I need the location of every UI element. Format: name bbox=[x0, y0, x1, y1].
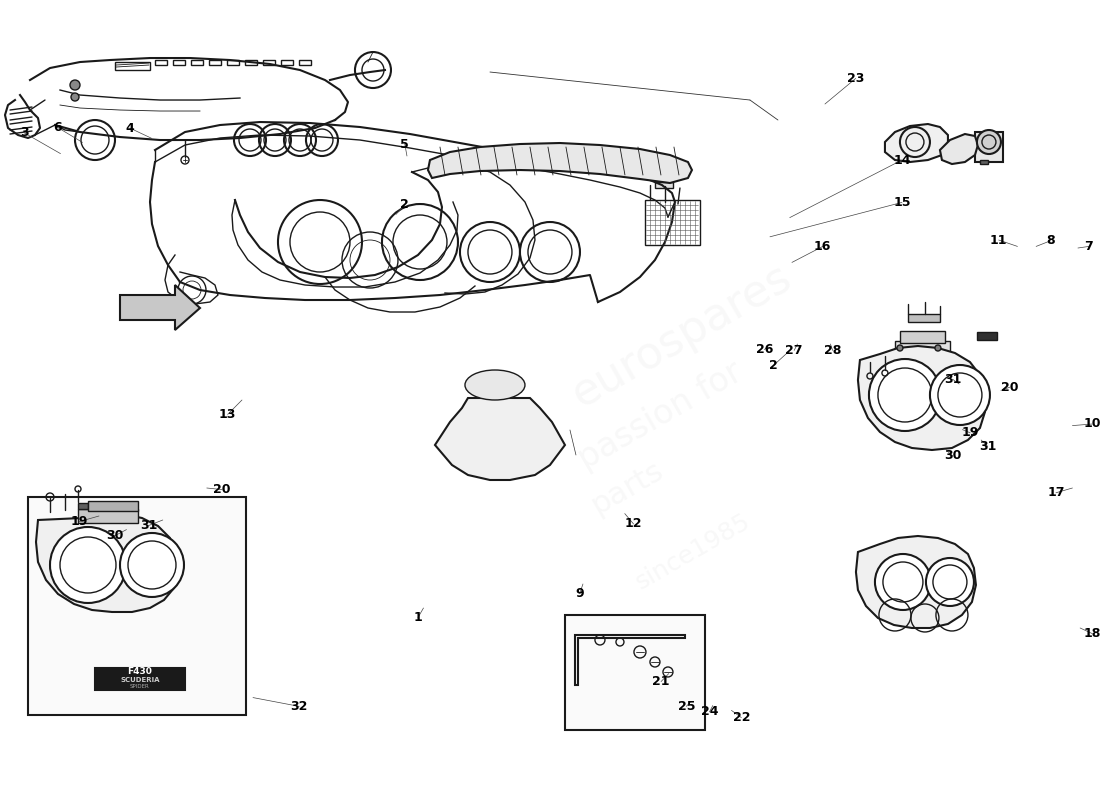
Polygon shape bbox=[884, 124, 948, 162]
Text: 24: 24 bbox=[701, 706, 718, 718]
Text: 20: 20 bbox=[213, 483, 231, 496]
Circle shape bbox=[70, 80, 80, 90]
Polygon shape bbox=[36, 514, 178, 612]
Text: 11: 11 bbox=[990, 234, 1008, 246]
Bar bbox=[173, 60, 185, 65]
Bar bbox=[209, 60, 221, 65]
Text: parts: parts bbox=[585, 456, 669, 520]
Bar bbox=[191, 60, 204, 65]
Bar bbox=[565, 615, 705, 730]
Bar bbox=[890, 360, 939, 370]
Text: 1: 1 bbox=[414, 611, 422, 624]
Polygon shape bbox=[939, 134, 978, 164]
Bar bbox=[465, 429, 535, 436]
Bar bbox=[116, 62, 150, 70]
Text: since1985: since1985 bbox=[631, 510, 755, 594]
Polygon shape bbox=[428, 143, 692, 183]
Text: 19: 19 bbox=[961, 426, 979, 439]
Bar bbox=[227, 60, 239, 65]
Bar bbox=[78, 509, 138, 523]
Circle shape bbox=[896, 345, 903, 351]
Text: 7: 7 bbox=[1085, 240, 1093, 253]
Text: eurospares: eurospares bbox=[564, 256, 800, 416]
Bar bbox=[975, 132, 1003, 162]
Text: 6: 6 bbox=[53, 121, 62, 134]
Text: 8: 8 bbox=[1046, 234, 1055, 247]
Text: 4: 4 bbox=[125, 122, 134, 134]
Text: 20: 20 bbox=[1001, 381, 1019, 394]
Text: 17: 17 bbox=[1047, 486, 1065, 499]
Text: 30: 30 bbox=[944, 450, 961, 462]
Text: 22: 22 bbox=[733, 711, 750, 724]
Text: F430: F430 bbox=[128, 667, 153, 677]
Text: SPIDER: SPIDER bbox=[130, 685, 150, 690]
Bar bbox=[895, 341, 950, 355]
Circle shape bbox=[874, 554, 931, 610]
Bar bbox=[900, 331, 945, 343]
Circle shape bbox=[926, 558, 974, 606]
Bar bbox=[465, 405, 535, 412]
Text: 31: 31 bbox=[140, 519, 157, 532]
Circle shape bbox=[120, 533, 184, 597]
Bar bbox=[908, 314, 939, 322]
Bar bbox=[299, 60, 311, 65]
Text: 31: 31 bbox=[979, 440, 997, 453]
Text: 10: 10 bbox=[1084, 418, 1100, 430]
Circle shape bbox=[72, 93, 79, 101]
Circle shape bbox=[930, 365, 990, 425]
Text: 31: 31 bbox=[944, 373, 961, 386]
Bar bbox=[465, 417, 535, 424]
Bar bbox=[155, 60, 167, 65]
Polygon shape bbox=[120, 285, 200, 330]
Bar bbox=[465, 441, 535, 448]
Text: 21: 21 bbox=[652, 675, 670, 688]
Polygon shape bbox=[858, 346, 984, 450]
Text: 23: 23 bbox=[847, 72, 865, 85]
Circle shape bbox=[869, 359, 940, 431]
Circle shape bbox=[977, 130, 1001, 154]
Text: 27: 27 bbox=[785, 344, 803, 357]
Text: 25: 25 bbox=[678, 700, 695, 713]
Bar bbox=[88, 501, 138, 511]
Text: 26: 26 bbox=[756, 343, 773, 356]
Text: 9: 9 bbox=[575, 587, 584, 600]
Text: 2: 2 bbox=[769, 359, 778, 372]
Text: 14: 14 bbox=[893, 154, 911, 166]
Bar bbox=[245, 60, 257, 65]
Circle shape bbox=[935, 345, 940, 351]
Text: 5: 5 bbox=[400, 138, 409, 150]
Bar bbox=[465, 453, 535, 460]
Ellipse shape bbox=[465, 370, 525, 400]
Text: 16: 16 bbox=[814, 240, 832, 253]
Polygon shape bbox=[856, 536, 976, 628]
Bar bbox=[980, 160, 988, 164]
Text: 30: 30 bbox=[106, 530, 123, 542]
Text: 28: 28 bbox=[824, 344, 842, 357]
Polygon shape bbox=[95, 668, 185, 690]
Text: 15: 15 bbox=[893, 196, 911, 209]
Bar bbox=[977, 332, 997, 340]
Bar bbox=[280, 60, 293, 65]
Bar bbox=[654, 182, 673, 188]
Text: 2: 2 bbox=[400, 198, 409, 211]
Text: 18: 18 bbox=[1084, 627, 1100, 640]
Text: 3: 3 bbox=[20, 126, 29, 139]
Text: SCUDERIA: SCUDERIA bbox=[120, 677, 160, 683]
Bar bbox=[28, 497, 246, 715]
Text: passion for: passion for bbox=[572, 356, 748, 476]
Text: 19: 19 bbox=[70, 515, 88, 528]
Text: 12: 12 bbox=[625, 518, 642, 530]
Bar bbox=[645, 200, 700, 245]
Bar bbox=[263, 60, 275, 65]
Text: 32: 32 bbox=[290, 700, 308, 713]
Text: 13: 13 bbox=[219, 408, 236, 421]
Circle shape bbox=[50, 527, 127, 603]
Polygon shape bbox=[434, 398, 565, 480]
Bar bbox=[78, 503, 88, 509]
